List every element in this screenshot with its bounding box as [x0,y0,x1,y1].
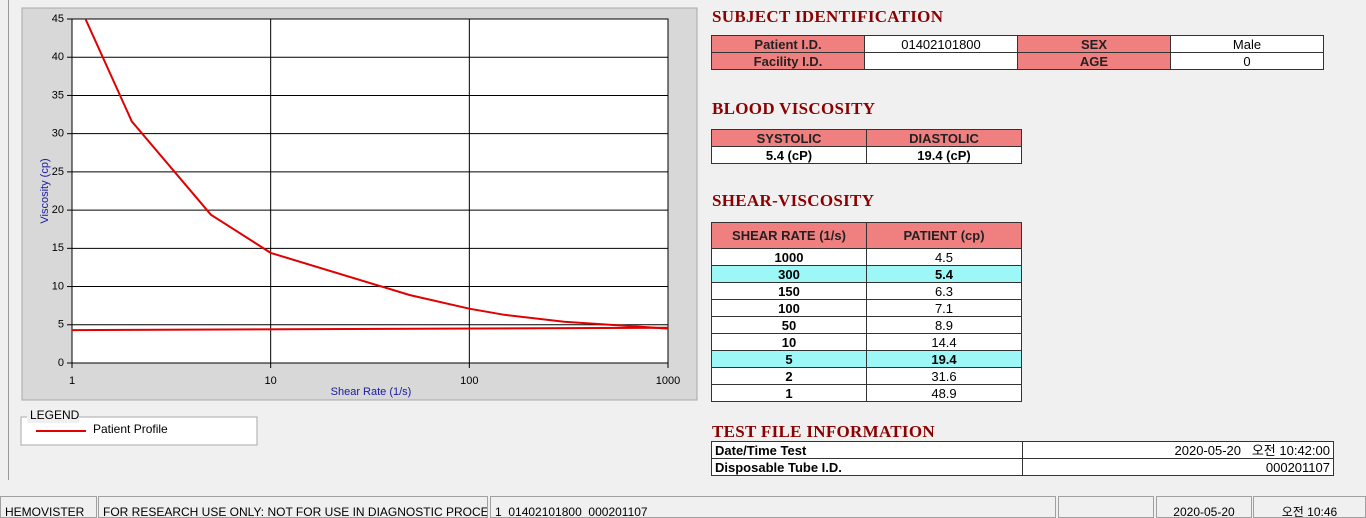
value-cell: 100 [711,299,867,317]
field-value [864,52,1018,70]
value-cell: 1000 [711,248,867,266]
value-cell: 5.4 (cP) [711,146,867,164]
table-row: 5 19.4 [711,350,1022,368]
table-row: Facility I.D. AGE 0 [711,52,1324,70]
status-cell: 2020-05-20 [1156,496,1252,518]
y-tick-label: 35 [52,89,64,101]
field-label: SEX [1017,35,1171,53]
table-row: 2 31.6 [711,367,1022,385]
field-value: Male [1170,35,1324,53]
legend-title-bg [27,409,79,423]
field-value: 2020-05-20 오전 10:42:00 [1022,441,1334,459]
section-title: SUBJECT IDENTIFICATION [712,7,944,26]
table-row: 50 8.9 [711,316,1022,334]
status-cell [1058,496,1154,518]
field-value: 000201107 [1022,458,1334,476]
field-label: Disposable Tube I.D. [711,458,1023,476]
value-cell: 19.4 [866,350,1022,368]
test-file-table: Date/Time Test 2020-05-20 오전 10:42:00 Disp… [711,441,1334,476]
table-row: 300 5.4 [711,265,1022,283]
y-tick-label: 30 [52,128,64,140]
field-value: 0 [1170,52,1324,70]
x-tick-label: 1000 [656,375,680,387]
table-row: 150 6.3 [711,282,1022,300]
header-cell: SHEAR RATE (1/s) [711,222,867,249]
value-cell: 8.9 [866,316,1022,334]
field-label: Date/Time Test [711,441,1023,459]
value-cell: 10 [711,333,867,351]
plot-area [71,18,669,364]
value-cell: 7.1 [866,299,1022,317]
value-cell: 2 [711,367,867,385]
table-row: 10 14.4 [711,333,1022,351]
table-row: 100 7.1 [711,299,1022,317]
legend-title: LEGEND [30,408,80,422]
value-cell: 6.3 [866,282,1022,300]
value-cell: 150 [711,282,867,300]
header-cell: PATIENT (cp) [866,222,1022,249]
y-tick-label: 10 [52,280,64,292]
table-header: SHEAR RATE (1/s) PATIENT (cp) [711,222,1022,249]
status-cell: 1 01402101800 000201107 [490,496,1056,518]
table-row: 1000 4.5 [711,248,1022,266]
y-tick-label: 20 [52,204,64,216]
blood-table: SYSTOLIC DIASTOLIC 5.4 (cP) 19.4 (cP) [711,129,1022,164]
section-title: SHEAR-VISCOSITY [712,191,875,210]
status-cell: FOR RESEARCH USE ONLY: NOT FOR USE IN DI… [98,496,488,518]
section-title: BLOOD VISCOSITY [712,99,876,118]
value-cell: 31.6 [866,367,1022,385]
subject-table: Patient I.D. 01402101800 SEX Male Facility I… [711,35,1324,70]
status-bar: HEMOVISTER FOR RESEARCH USE ONLY: NOT FOR… [0,496,1366,518]
y-tick-label: 25 [52,166,64,178]
x-tick-label: 10 [265,375,277,387]
frame-edge [8,0,9,480]
header-cell: SYSTOLIC [711,129,867,147]
value-cell: 5 [711,350,867,368]
x-tick-label: 100 [460,375,478,387]
table-row: Date/Time Test 2020-05-20 오전 10:42:00 [711,441,1334,459]
field-label: AGE [1017,52,1171,70]
chart: Shear Rate (1/s) Viscosity (cp) LEGEND 0… [20,7,698,446]
shear-table: SHEAR RATE (1/s) PATIENT (cp) 1000 4.5 300 5.… [711,222,1022,402]
field-label: Facility I.D. [711,52,865,70]
data-line [72,326,668,332]
section-title: TEST FILE INFORMATION [712,422,935,441]
table-row: Disposable Tube I.D. 000201107 [711,458,1334,476]
y-tick-label: 0 [58,357,64,369]
value-cell: 4.5 [866,248,1022,266]
header-cell: DIASTOLIC [866,129,1022,147]
value-cell: 48.9 [866,384,1022,402]
field-label: Patient I.D. [711,35,865,53]
data-line [84,19,668,330]
x-axis-label: Shear Rate (1/s) [331,386,412,398]
y-axis-label: Viscosity (cp) [39,158,51,223]
value-cell: 300 [711,265,867,283]
x-tick-label: 1 [69,375,75,387]
value-cell: 1 [711,384,867,402]
y-tick-label: 45 [52,13,64,25]
status-cell: 오전 10:46 [1253,496,1366,518]
y-tick-label: 40 [52,51,64,63]
field-value: 01402101800 [864,35,1018,53]
y-tick-label: 15 [52,242,64,254]
table-row: Patient I.D. 01402101800 SEX Male [711,35,1324,53]
legend-label: Patient Profile [93,422,168,436]
y-tick-label: 5 [58,319,64,331]
table-row: 1 48.9 [711,384,1022,402]
table-header: SYSTOLIC DIASTOLIC [711,129,1022,147]
value-cell: 19.4 (cP) [866,146,1022,164]
value-cell: 5.4 [866,265,1022,283]
status-cell: HEMOVISTER [0,496,97,518]
table-row: 5.4 (cP) 19.4 (cP) [711,146,1022,164]
value-cell: 14.4 [866,333,1022,351]
value-cell: 50 [711,316,867,334]
